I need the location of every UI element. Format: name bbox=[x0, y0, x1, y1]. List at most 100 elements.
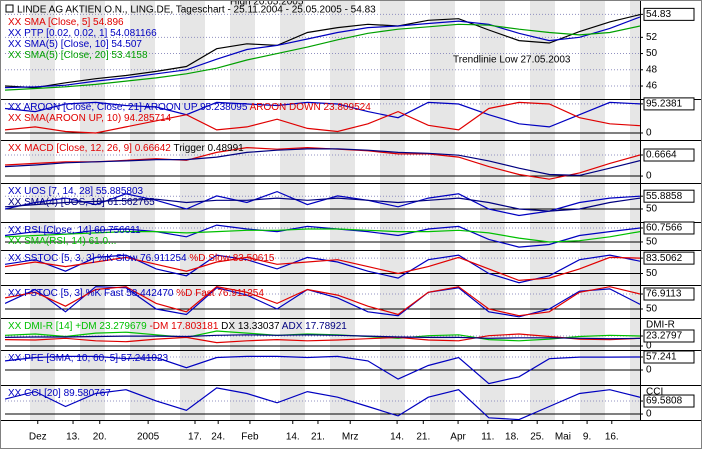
legend-entry: AROON DOWN 23.809524 bbox=[247, 102, 371, 113]
legend-entry: Trigger 0.48991 bbox=[171, 143, 244, 154]
y-tick-label: 0 bbox=[646, 128, 652, 139]
y-tick-label: 50 bbox=[646, 304, 658, 315]
y-tick-label: 50 bbox=[646, 48, 658, 59]
legend-line: XX SMA(AROON UP, 10) 94.285714 bbox=[8, 113, 172, 124]
legend-entry: %D Fast 76.911254 bbox=[173, 288, 264, 299]
series-line bbox=[5, 286, 640, 318]
axis-label: CCI bbox=[646, 387, 663, 398]
x-tick-label: 21. bbox=[311, 432, 325, 443]
legend-line: XX AROON [Close, Close, 21] AROON UP 95.… bbox=[8, 102, 371, 113]
legend-entry: XX UOS [7, 14, 28] 55.885803 bbox=[8, 186, 144, 197]
y-tick-label: 83.5062 bbox=[646, 253, 683, 264]
y-tick-label: 50 bbox=[646, 204, 658, 215]
legend-entry: XX SSTOC [5, 3, 3] %K Slow 76.911254 bbox=[8, 253, 187, 264]
value-box bbox=[643, 287, 695, 301]
series-line bbox=[5, 334, 640, 340]
panel: 76.9113 50 XX FSTOC [5, 3] %K Fast 58.4424… bbox=[0, 286, 702, 319]
panel: 69.5808 0 CCI XX CCI [20] 89.580767 Dez 13. 20… bbox=[0, 387, 702, 443]
y-tick-label: 50 bbox=[646, 237, 658, 248]
panel: 0.6664 0 XX MACD [Close, 12, 26, 9] 0.6664… bbox=[0, 143, 702, 184]
legend-entry: -DM 17.803181 bbox=[147, 321, 219, 332]
chart-title: LINDE AG AKTIEN O.N., LING.DE, Tageschar… bbox=[17, 5, 376, 16]
y-tick-label: 69.5808 bbox=[646, 396, 683, 407]
series-line bbox=[5, 333, 640, 344]
y-tick-label: 60.7566 bbox=[646, 223, 683, 234]
legend-line: XX PFE [SMA, 10, 60, 5] 57.241023 bbox=[8, 353, 169, 364]
value-box bbox=[643, 350, 695, 364]
x-tick-label: 18. bbox=[505, 432, 519, 443]
y-tick-label: 52 bbox=[646, 32, 658, 43]
y-tick-label: 0 bbox=[646, 409, 652, 420]
x-tick-label: 9. bbox=[583, 432, 591, 443]
legend-line: XX SMA [Close, 5] 54.896 bbox=[8, 17, 124, 28]
legend-entry: XX PTP [0.02, 0.02, 1] 54.081166 bbox=[8, 28, 157, 39]
panel: 83.5062 50 XX SSTOC [5, 3, 3] %K Slow 76.9… bbox=[0, 251, 702, 286]
x-tick-label: 16. bbox=[605, 432, 619, 443]
legend-line: XX SMA(5) [Close, 10] 54.507 bbox=[8, 39, 142, 50]
series-line bbox=[5, 355, 640, 385]
stripe bbox=[430, 0, 455, 420]
legend-line: XX UOS [7, 14, 28] 55.885803 bbox=[8, 186, 144, 197]
series-line bbox=[5, 197, 640, 212]
legend-entry: XX SMA(4) [UOS, 10] 61.562765 bbox=[8, 197, 155, 208]
legend-entry: XX CCI [20] 89.580767 bbox=[8, 388, 111, 399]
value-box bbox=[643, 251, 695, 265]
value-box bbox=[643, 189, 695, 203]
value-box bbox=[643, 394, 695, 408]
legend-line: XX SMA(4) [UOS, 10] 61.562765 bbox=[8, 197, 155, 208]
value-box bbox=[643, 221, 695, 235]
annotation: Trendlinie Low 27.05.2003 bbox=[453, 55, 571, 66]
panel: 60.7566 50 XX RSI [Close, 14] 60.756611XX … bbox=[0, 221, 702, 251]
series-line bbox=[5, 190, 640, 217]
y-tick-label: 95.2381 bbox=[646, 99, 683, 110]
legend-entry: ADX 17.78921 bbox=[280, 321, 348, 332]
subtitle: High 20.05.2005 bbox=[230, 0, 304, 8]
y-tick-label: 0 bbox=[646, 341, 652, 352]
legend-entry: XX MACD [Close, 12, 26, 9] 0.66642 bbox=[8, 143, 171, 154]
legend-entry: XX FSTOC [5, 3] %K Fast 58.442470 bbox=[8, 288, 174, 299]
series-line bbox=[5, 101, 640, 128]
y-tick-label: 76.9113 bbox=[646, 289, 682, 300]
y-tick-label: 0 bbox=[646, 171, 652, 182]
panel: 55.8858 50 XX UOS [7, 14, 28] 55.885803XX … bbox=[0, 186, 702, 223]
legend-line: XX SMA(5) [Close, 20] 53.4158 bbox=[8, 50, 148, 61]
y-tick-label: 55.8858 bbox=[646, 191, 683, 202]
legend-line: XX SSTOC [5, 3, 3] %K Slow 76.911254 %D … bbox=[8, 253, 275, 264]
legend-entry: %D Slow 83.50615 bbox=[187, 253, 275, 264]
x-tick-label: 25. bbox=[530, 432, 544, 443]
x-tick-label: 14. bbox=[390, 432, 404, 443]
value-box bbox=[643, 7, 695, 21]
legend-line: XX FSTOC [5, 3] %K Fast 58.442470 %D Fas… bbox=[8, 288, 264, 299]
x-tick-label: 2005 bbox=[137, 432, 160, 443]
legend-line: XX RSI [Close, 14] 60.756611 bbox=[8, 225, 141, 236]
x-tick-label: Mai bbox=[555, 432, 571, 443]
legend-line: XX SMA(RSI, 14) 61.0... bbox=[8, 236, 116, 247]
y-tick-label: 48 bbox=[646, 64, 658, 75]
x-tick-label: 13. bbox=[66, 432, 80, 443]
legend-entry: XX SMA(5) [Close, 10] 54.507 bbox=[8, 39, 142, 50]
x-tick-label: 21. bbox=[416, 432, 430, 443]
legend-entry: XX SMA(RSI, 14) 61.0... bbox=[8, 236, 116, 247]
y-tick-label: 57.241 bbox=[646, 352, 677, 363]
y-tick-label: 0.6664 bbox=[646, 150, 677, 161]
x-tick-label: 11. bbox=[481, 432, 494, 443]
y-tick-label: 50 bbox=[646, 268, 658, 279]
y-tick-label: 46 bbox=[646, 81, 658, 92]
legend-entry: XX SMA(AROON UP, 10) 94.285714 bbox=[8, 113, 172, 124]
x-tick-label: 17. bbox=[188, 432, 202, 443]
x-tick-label: 14. bbox=[286, 432, 300, 443]
series-line bbox=[5, 228, 640, 243]
legend-entry: XX RSI [Close, 14] 60.756611 bbox=[8, 225, 141, 236]
x-tick-label: Dez bbox=[29, 432, 47, 443]
x-tick-label: Mrz bbox=[342, 432, 359, 443]
y-tick-label: 54.83 bbox=[646, 9, 671, 20]
series-line bbox=[5, 16, 640, 89]
series-line bbox=[5, 224, 640, 248]
panel: 57.241 0 XX PFE [SMA, 10, 60, 5] 57.241023 bbox=[0, 350, 702, 386]
value-box bbox=[643, 329, 695, 343]
legend-entry: XX DMI-R [14] +DM 23.279679 bbox=[8, 321, 147, 332]
